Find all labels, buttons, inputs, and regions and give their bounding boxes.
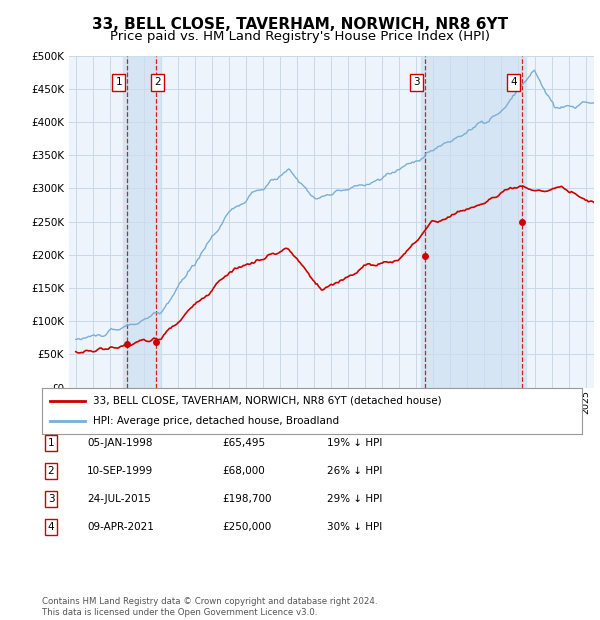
Text: 3: 3 bbox=[47, 494, 55, 504]
Text: 1: 1 bbox=[47, 438, 55, 448]
Text: £65,495: £65,495 bbox=[222, 438, 265, 448]
Text: 26% ↓ HPI: 26% ↓ HPI bbox=[327, 466, 382, 476]
Text: HPI: Average price, detached house, Broadland: HPI: Average price, detached house, Broa… bbox=[94, 416, 340, 426]
Text: 4: 4 bbox=[511, 78, 517, 87]
Bar bbox=[421, 56, 526, 388]
Text: 2: 2 bbox=[154, 78, 161, 87]
Text: 24-JUL-2015: 24-JUL-2015 bbox=[87, 494, 151, 504]
Text: 33, BELL CLOSE, TAVERHAM, NORWICH, NR8 6YT (detached house): 33, BELL CLOSE, TAVERHAM, NORWICH, NR8 6… bbox=[94, 396, 442, 405]
Text: 05-JAN-1998: 05-JAN-1998 bbox=[87, 438, 152, 448]
Text: £68,000: £68,000 bbox=[222, 466, 265, 476]
Bar bbox=[124, 56, 161, 388]
Text: 3: 3 bbox=[413, 78, 420, 87]
Text: 4: 4 bbox=[47, 522, 55, 532]
Text: Contains HM Land Registry data © Crown copyright and database right 2024.
This d: Contains HM Land Registry data © Crown c… bbox=[42, 598, 377, 617]
Text: 1: 1 bbox=[115, 78, 122, 87]
Text: 2: 2 bbox=[47, 466, 55, 476]
Text: 33, BELL CLOSE, TAVERHAM, NORWICH, NR8 6YT: 33, BELL CLOSE, TAVERHAM, NORWICH, NR8 6… bbox=[92, 17, 508, 32]
Text: 30% ↓ HPI: 30% ↓ HPI bbox=[327, 522, 382, 532]
Text: 10-SEP-1999: 10-SEP-1999 bbox=[87, 466, 153, 476]
Text: 19% ↓ HPI: 19% ↓ HPI bbox=[327, 438, 382, 448]
Text: £198,700: £198,700 bbox=[222, 494, 271, 504]
Text: £250,000: £250,000 bbox=[222, 522, 271, 532]
Text: 29% ↓ HPI: 29% ↓ HPI bbox=[327, 494, 382, 504]
Text: Price paid vs. HM Land Registry's House Price Index (HPI): Price paid vs. HM Land Registry's House … bbox=[110, 30, 490, 43]
Text: 09-APR-2021: 09-APR-2021 bbox=[87, 522, 154, 532]
